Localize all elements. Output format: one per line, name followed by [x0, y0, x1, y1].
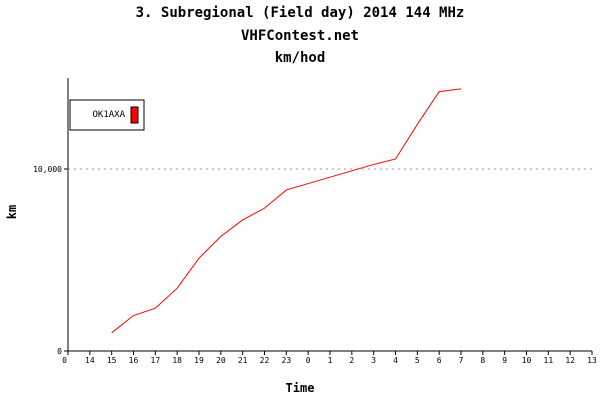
x-tick-label: 9 [502, 356, 507, 365]
x-tick-label: 6 [437, 356, 442, 365]
x-tick-label: 13 [587, 356, 597, 365]
x-tick-label: 22 [260, 356, 270, 365]
y-axis-label: km [5, 204, 19, 220]
chart-subtitle-site: VHFContest.net [240, 28, 359, 44]
x-tick-label: 21 [238, 356, 248, 365]
x-tick-label: 4 [393, 356, 398, 365]
x-tick-label: 0 [306, 356, 311, 365]
x-tick-label: 8 [480, 356, 485, 365]
y-axis-label-wrap: km [2, 205, 22, 225]
x-tick-label: 7 [459, 356, 464, 365]
x-tick-label: 15 [107, 356, 117, 365]
x-tick-label: 0 [62, 356, 67, 365]
x-tick-label: 18 [172, 356, 182, 365]
x-tick-label: 3 [371, 356, 376, 365]
x-tick-label: 11 [544, 356, 554, 365]
chart-title: 3. Subregional (Field day) 2014 144 MHz [135, 5, 465, 21]
x-tick-label: 16 [129, 356, 139, 365]
series-line-ok1axa [111, 88, 462, 334]
x-tick-label: 19 [194, 356, 204, 365]
legend-swatch [130, 106, 139, 124]
x-tick-label: 20 [216, 356, 226, 365]
x-tick-label: 1 [328, 356, 333, 365]
chart-subtitle-unit: km/hod [274, 50, 326, 66]
x-axis-label: Time [285, 381, 315, 395]
legend-label: OK1AXA [92, 110, 125, 120]
y-tick-label: 10,000 [33, 165, 62, 174]
y-tick-label: 0 [57, 347, 62, 356]
x-tick-label: 23 [282, 356, 292, 365]
x-tick-label: 14 [85, 356, 95, 365]
x-tick-label: 10 [522, 356, 532, 365]
x-tick-label: 5 [415, 356, 420, 365]
x-tick-label: 17 [151, 356, 161, 365]
x-tick-label: 12 [565, 356, 575, 365]
x-tick-label: 2 [349, 356, 354, 365]
